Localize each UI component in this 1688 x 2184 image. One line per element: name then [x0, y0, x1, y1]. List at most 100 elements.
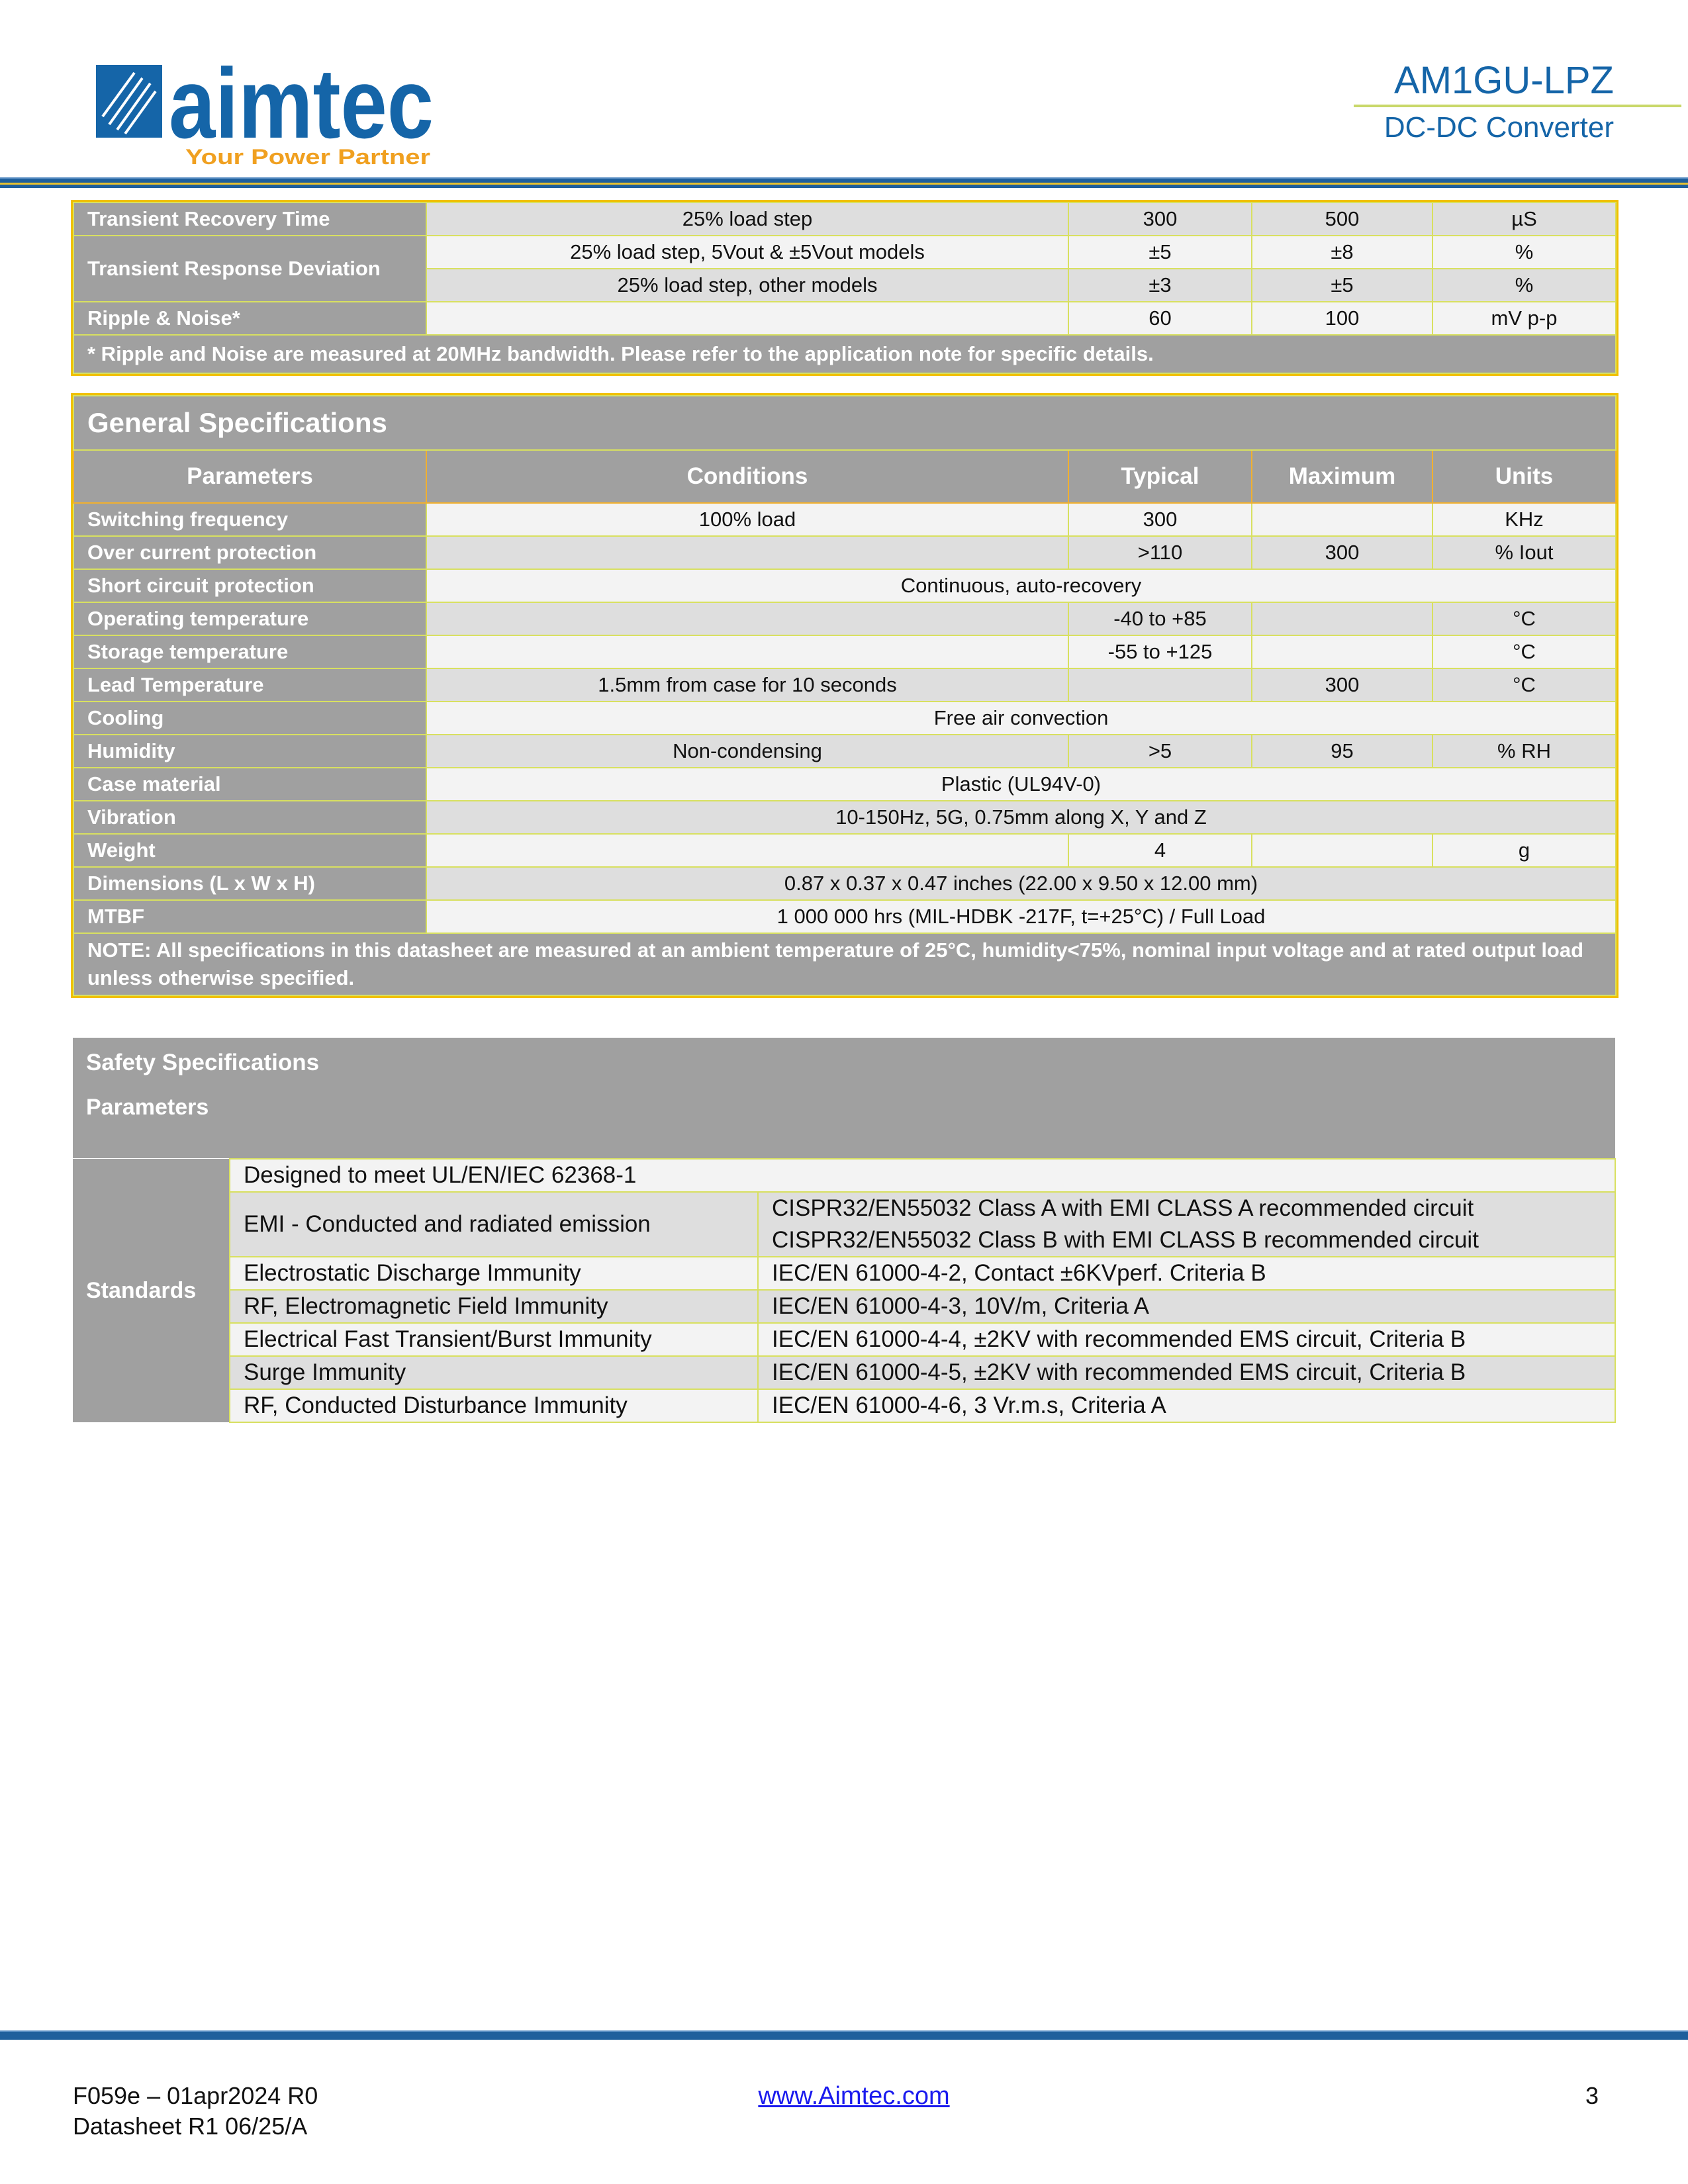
max-cell	[1251, 602, 1433, 636]
table-row: Dimensions (L x W x H) 0.87 x 0.37 x 0.47…	[73, 866, 1617, 901]
cond-cell: 25% load step, 5Vout & ±5Vout models	[426, 235, 1069, 269]
column-header: Typical	[1068, 449, 1252, 504]
table-row: Transient Response Deviation 25% load ste…	[73, 235, 1617, 302]
max-cell	[1251, 502, 1433, 537]
unit-cell: % Iout	[1432, 535, 1617, 570]
svg-text:Your Power Partner: Your Power Partner	[185, 145, 430, 169]
cond-cell	[426, 833, 1069, 868]
column-header: Maximum	[1251, 449, 1433, 504]
cond-cell: 25% load step	[426, 202, 1069, 236]
parameter-cell: Storage temperature	[73, 635, 427, 669]
unit-cell: °C	[1432, 602, 1617, 636]
table-row: Operating temperature -40 to +85 °C	[73, 602, 1617, 636]
table-row: Over current protection >110 300% Iout	[73, 535, 1617, 570]
parameter-cell: Transient Recovery Time	[73, 202, 427, 236]
standard-name: Designed to meet UL/EN/IEC 62368-1	[228, 1158, 1617, 1193]
standard-value: IEC/EN 61000-4-6, 3 Vr.m.s, Criteria A	[757, 1388, 1617, 1423]
table-row: Surge Immunity IEC/EN 61000-4-5, ±2KV wit…	[73, 1355, 1617, 1390]
typ-cell: -40 to +85	[1068, 602, 1252, 636]
max-cell: 300	[1251, 535, 1433, 570]
parameter-cell: Humidity	[73, 734, 427, 768]
parameter-cell: Transient Response Deviation	[73, 235, 427, 302]
standards-label: Standards	[73, 1159, 230, 1422]
table-row: Lead Temperature 1.5mm from case for 10 s…	[73, 668, 1617, 702]
unit-cell: mV p-p	[1432, 301, 1617, 336]
max-cell: ±5	[1251, 268, 1433, 302]
column-header: Units	[1432, 449, 1617, 504]
table-row: Transient Recovery Time 25% load step 300 5…	[73, 202, 1617, 236]
typ-cell: ±3	[1068, 268, 1252, 302]
max-cell: 100	[1251, 301, 1433, 336]
parameter-cell: Case material	[73, 767, 427, 801]
unit-cell: °C	[1432, 668, 1617, 702]
parameter-cell: Operating temperature	[73, 602, 427, 636]
column-header: Parameters	[73, 449, 427, 504]
standard-value-line: IEC/EN 61000-4-6, 3 Vr.m.s, Criteria A	[772, 1392, 1166, 1418]
parameter-cell: Vibration	[73, 800, 427, 835]
footer-rule	[0, 2030, 1688, 2040]
column-header: Conditions	[426, 449, 1069, 504]
parameter-cell: Dimensions (L x W x H)	[73, 866, 427, 901]
aimtec-logo: aimtec Your Power Partner	[96, 48, 440, 171]
cond-cell	[426, 535, 1069, 570]
cond-cell	[426, 301, 1069, 336]
standard-value: IEC/EN 61000-4-2, Contact ±6KVperf. Crit…	[757, 1256, 1617, 1291]
typ-cell: 60	[1068, 301, 1252, 336]
table-row: Vibration 10-150Hz, 5G, 0.75mm along X, Y…	[73, 800, 1617, 835]
cond-cell	[426, 635, 1069, 669]
value-cell: Plastic (UL94V-0)	[426, 767, 1617, 801]
table-row: Cooling Free air convection	[73, 701, 1617, 735]
table-row: Standards Designed to meet UL/EN/IEC 6236…	[73, 1158, 1617, 1422]
max-cell: 95	[1251, 734, 1433, 768]
typ-cell: 300	[1068, 202, 1252, 236]
max-cell	[1251, 833, 1433, 868]
typ-cell: 300	[1068, 502, 1252, 537]
standard-name: Surge Immunity	[229, 1355, 759, 1390]
safety-spec-table: Safety Specifications Parameters Standar…	[73, 1038, 1617, 1423]
parameter-cell: Lead Temperature	[73, 668, 427, 702]
website-link[interactable]: www.Aimtec.com	[758, 2082, 950, 2110]
parameter-cell: MTBF	[73, 899, 427, 934]
parameter-cell: Ripple & Noise*	[73, 301, 427, 336]
table-row: RF, Conducted Disturbance Immunity IEC/EN…	[73, 1388, 1617, 1423]
typ-cell: -55 to +125	[1068, 635, 1252, 669]
table-row: MTBF 1 000 000 hrs (MIL-HDBK -217F, t=+25…	[73, 899, 1617, 934]
table-row: Electrical Fast Transient/Burst Immunity…	[73, 1322, 1617, 1357]
unit-cell: KHz	[1432, 502, 1617, 537]
typ-cell: 4	[1068, 833, 1252, 868]
parameter-cell: Over current protection	[73, 535, 427, 570]
standard-name: Electrostatic Discharge Immunity	[229, 1256, 759, 1291]
table-row: Case material Plastic (UL94V-0)	[73, 767, 1617, 801]
standard-value-line: CISPR32/EN55032 Class A with EMI CLASS A…	[772, 1195, 1474, 1221]
unit-cell: µS	[1432, 202, 1617, 236]
page-number: 3	[1585, 2082, 1599, 2109]
section-title: Safety Specifications	[73, 1038, 1616, 1088]
table-row: Short circuit protection Continuous, auto…	[73, 569, 1617, 603]
parameter-cell: Cooling	[73, 701, 427, 735]
parameter-cell: Switching frequency	[73, 502, 427, 537]
cond-cell	[426, 602, 1069, 636]
parameter-cell: Weight	[73, 833, 427, 868]
max-cell: 300	[1251, 668, 1433, 702]
parameter-cell: Short circuit protection	[73, 569, 427, 603]
unit-cell: %	[1432, 268, 1617, 302]
general-spec-table: General Specifications Parameters Conditi…	[71, 393, 1618, 998]
unit-cell: % RH	[1432, 734, 1617, 768]
datasheet-revision: Datasheet R1 06/25/A	[73, 2113, 308, 2140]
standard-value-line: IEC/EN 61000-4-3, 10V/m, Criteria A	[772, 1293, 1149, 1319]
section-title: General Specifications	[73, 395, 1617, 451]
value-cell: Free air convection	[426, 701, 1617, 735]
svg-text:aimtec: aimtec	[169, 52, 434, 159]
typ-cell	[1068, 668, 1252, 702]
parameters-header: Parameters	[73, 1088, 1616, 1159]
footnote: * Ripple and Noise are measured at 20MHz…	[73, 334, 1617, 374]
standard-value: IEC/EN 61000-4-3, 10V/m, Criteria A	[757, 1289, 1617, 1324]
standard-name: EMI - Conducted and radiated emission	[229, 1191, 759, 1257]
max-cell: ±8	[1251, 235, 1433, 269]
unit-cell: g	[1432, 833, 1617, 868]
standard-value-line: IEC/EN 61000-4-5, ±2KV with recommended …	[772, 1359, 1466, 1385]
output-spec-table: Transient Recovery Time 25% load step 300 5…	[71, 200, 1618, 376]
product-subtitle: DC-DC Converter	[1383, 111, 1614, 144]
value-cell: 1 000 000 hrs (MIL-HDBK -217F, t=+25°C) …	[426, 899, 1617, 934]
table-row: Weight 4 g	[73, 833, 1617, 868]
